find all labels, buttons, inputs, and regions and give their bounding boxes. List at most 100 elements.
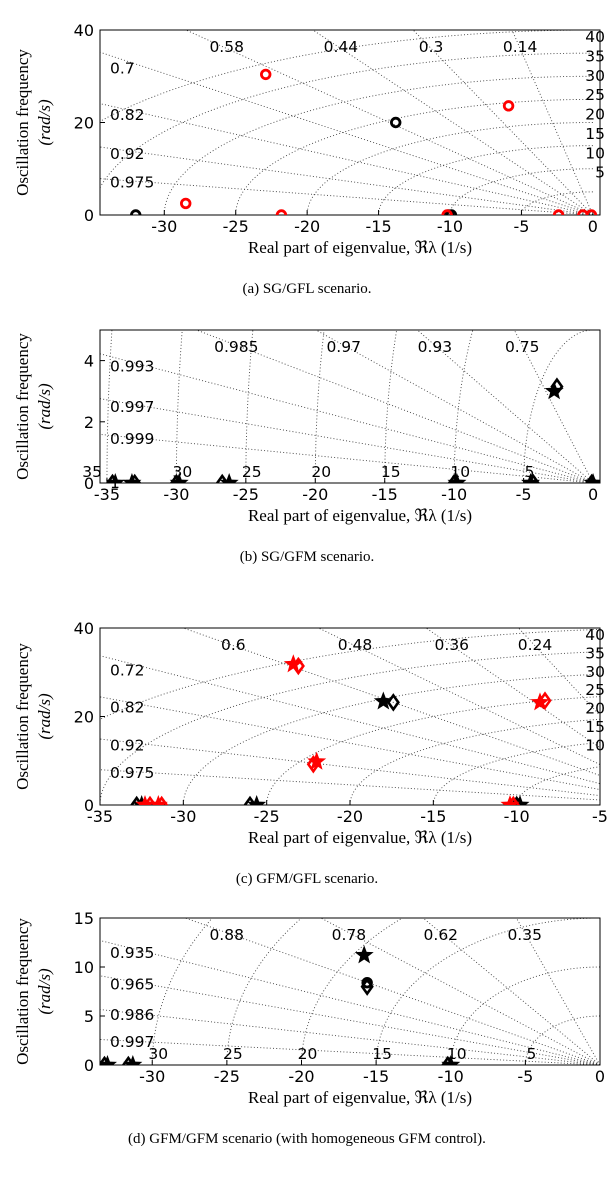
natural-frequency-label: 35 [82,463,102,481]
data-markers [130,68,598,215]
damping-ray [517,628,600,717]
y-tick-label: 0 [84,1056,94,1075]
x-tick-label: -5 [517,1067,533,1086]
damping-label: 0.935 [110,944,154,962]
natural-frequency-label: 15 [381,463,401,481]
natural-frequency-label: 35 [585,644,605,662]
x-tick-label: -20 [288,1067,314,1086]
x-axis-label: Real part of eigenvalue, ℜλ (1/s) [248,506,472,525]
damping-label: 0.3 [419,38,444,56]
data-markers [105,377,600,483]
damping-ray [100,1009,600,1065]
figure-caption: (d) GFM/GFM scenario (with homogeneous G… [128,1131,486,1147]
x-tick-label: -15 [366,217,392,236]
damping-label: 0.7 [110,60,135,78]
x-tick-label: -35 [87,807,113,826]
natural-frequency-arc [100,52,593,189]
y-axis-unit: (rad/s) [35,99,54,146]
damping-label: 0.997 [110,398,154,416]
x-tick-label: -25 [254,807,280,826]
damping-ray [511,30,594,215]
damping-ray [100,103,593,215]
natural-frequency-arc [349,718,600,805]
x-tick-label: -30 [151,217,177,236]
data-point-star [500,795,520,805]
y-axis-unit: (rad/s) [35,968,54,1015]
x-tick-label: -30 [139,1067,165,1086]
grid-lines [100,30,594,215]
damping-label: 0.965 [110,976,154,994]
y-tick-label: 0 [84,796,94,815]
natural-frequency-label: 20 [585,700,605,718]
damping-label: 0.986 [110,1006,154,1024]
y-tick-label: 0 [84,206,94,225]
figure-caption: (c) GFM/GFL scenario. [236,871,378,887]
natural-frequency-arc [375,918,600,1065]
x-tick-label: 0 [588,217,598,236]
data-point-circle [390,116,402,129]
y-axis-label: Oscillation frequency [13,918,32,1065]
data-point-star [169,473,189,483]
natural-frequency-arc [524,1015,600,1065]
damping-label: 0.985 [214,338,258,356]
y-tick-label: 40 [74,21,94,40]
natural-frequency-label: 25 [585,86,605,104]
chart-panel: 0.997 0.986 0.965 0.935 0.88 0.78 0.62 0.35 30 25… [13,909,605,1147]
damping-ray [100,146,593,215]
damping-label: 0.72 [110,662,145,680]
data-point-circle [180,197,192,210]
data-point-circle [445,209,458,215]
x-tick-label: -5 [592,807,608,826]
data-point-circle [502,100,515,112]
natural-frequency-label: 30 [148,1045,168,1063]
x-axis-label: Real part of eigenvalue, ℜλ (1/s) [248,828,472,847]
natural-frequency-label: 30 [585,663,605,681]
x-tick-label: -20 [302,485,328,504]
x-tick-label: -25 [233,485,259,504]
data-markers [100,945,461,1065]
damping-label: 0.82 [110,106,145,124]
damping-label: 0.97 [326,338,361,356]
data-point-star [583,473,600,483]
data-point-star [100,1055,117,1065]
data-point-star [530,692,550,711]
data-point-circle [441,209,453,215]
y-tick-label: 20 [74,708,94,727]
y-tick-label: 0 [84,474,94,493]
y-axis-unit: (rad/s) [35,383,54,430]
natural-frequency-label: 35 [585,47,605,65]
natural-frequency-arc [100,30,593,122]
x-tick-label: -30 [170,807,196,826]
data-point-star [148,795,168,805]
chart-panel: 10.9990.9970.9930.9850.970.930.753530252… [13,329,601,565]
figure-caption: (b) SG/GFM scenario. [240,549,375,565]
natural-frequency-arc [306,122,593,215]
y-axis-label: Oscillation frequency [13,643,32,790]
x-tick-label: -25 [223,217,249,236]
data-point-star [373,691,393,710]
data-point-circle [275,209,288,215]
natural-frequency-arc [523,330,594,483]
damping-label: 0.75 [505,338,540,356]
damping-label: 0.997 [110,1033,154,1051]
damping-ray [412,30,594,215]
x-tick-label: -10 [441,485,467,504]
plot-frame [99,29,601,216]
damping-label: 0.993 [110,358,154,376]
damping-label: 0.975 [110,173,154,191]
damping-label: 0.975 [110,764,154,782]
y-tick-label: 15 [74,909,94,928]
data-point-circle [552,209,565,215]
x-tick-label: -10 [437,217,463,236]
data-point-star [283,654,303,673]
plot-frame [99,917,601,1066]
natural-frequency-label: 15 [585,125,605,143]
data-point-star [354,945,374,964]
figure-caption: (a) SG/GFL scenario. [243,281,372,297]
y-tick-label: 40 [74,619,94,638]
y-axis-label: Oscillation frequency [13,333,32,480]
y-tick-label: 5 [84,1007,94,1026]
